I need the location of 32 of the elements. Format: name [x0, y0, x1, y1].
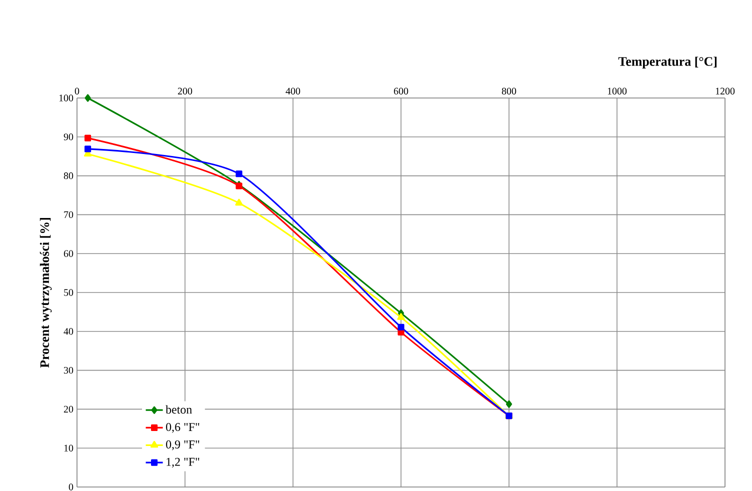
x-tick-label: 0 [74, 88, 80, 94]
legend-label: 1,2 "F" [166, 458, 200, 468]
legend-label: beton [166, 405, 192, 414]
y-tick-label: 50 [64, 289, 74, 296]
y-tick-label: 0 [68, 484, 74, 490]
y-tick-label: 100 [59, 94, 74, 102]
point [235, 198, 243, 206]
point [84, 134, 92, 142]
x-tick-label: 1200 [716, 88, 735, 94]
y-tick-label: 20 [64, 406, 74, 413]
legend-label: 0,9 "F" [166, 440, 200, 450]
legend-label: 0,6 "F" [166, 422, 200, 433]
y-tick-label: 30 [64, 366, 74, 374]
x-tick-label: 200 [178, 88, 192, 94]
point [84, 146, 92, 152]
point [398, 324, 404, 330]
y-tick-label: 70 [64, 211, 74, 218]
y-tick-label: 80 [64, 172, 74, 180]
x-tick-label: 400 [286, 88, 300, 94]
x-tick-label: 800 [502, 88, 516, 94]
y-tick-label: 40 [64, 328, 74, 335]
point [397, 313, 405, 320]
y-axis-title: Procent wytrzymałości [%] [40, 218, 52, 368]
x-axis-title: Temperatura [°C] [618, 56, 717, 68]
y-tick-label: 90 [64, 134, 74, 140]
point [506, 400, 512, 408]
point [84, 94, 91, 102]
y-tick-label: 60 [64, 250, 74, 257]
y-tick-label: 10 [64, 444, 74, 452]
x-tick-label: 600 [394, 88, 408, 94]
x-tick-label: 1000 [608, 88, 627, 94]
point [236, 170, 242, 178]
